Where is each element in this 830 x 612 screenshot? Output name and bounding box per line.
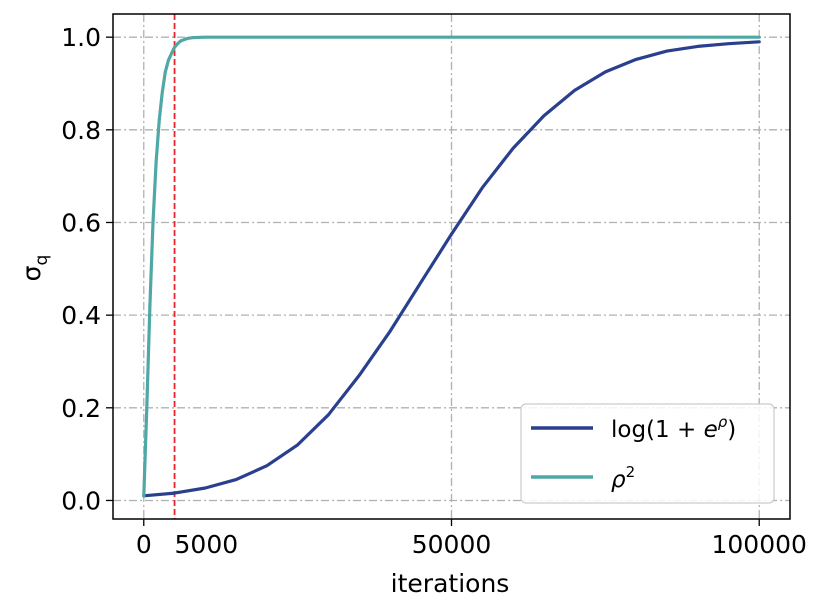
series-line-log xyxy=(142,40,761,498)
x-axis-label: iterations xyxy=(391,569,510,598)
y-tick-label: 0.6 xyxy=(61,208,101,237)
ticks: 0 50000 100000 0.0 0.2 0.4 0.6 0.8 1.0 xyxy=(61,23,807,559)
legend: log(1 + eρ) ρ2 xyxy=(520,403,775,504)
y-tick-label: 0.8 xyxy=(61,116,101,145)
legend-label-rho-squared: ρ2 xyxy=(611,463,635,493)
x-tick-label: 100000 xyxy=(712,530,807,559)
series-group xyxy=(142,35,761,498)
y-tick-label: 0.4 xyxy=(61,301,101,330)
y-axis-label: σq xyxy=(17,255,52,282)
y-tick-label: 1.0 xyxy=(61,23,101,52)
x-tick-label: 0 xyxy=(136,530,152,559)
y-tick-label: 0.2 xyxy=(61,394,101,423)
x-tick-label: 50000 xyxy=(412,530,492,559)
threshold-line-group: 5000 xyxy=(173,14,239,559)
legend-label-log: log(1 + eρ) xyxy=(611,413,736,443)
y-tick-label: 0.0 xyxy=(61,486,101,515)
series-line-rho-squared xyxy=(142,35,761,498)
y-axis-label-subscript: q xyxy=(32,255,52,266)
threshold-vline-label: 5000 xyxy=(175,530,239,559)
